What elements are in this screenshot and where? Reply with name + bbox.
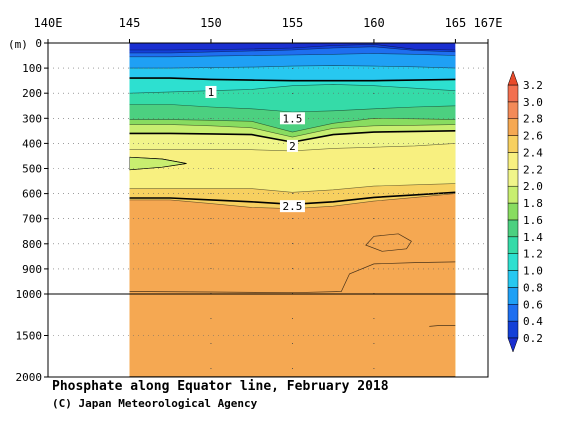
colorbar-label-0.8: 0.8 [523,281,543,294]
y-tick-label-600: 600 [22,188,42,201]
colorbar-band-1.6 [507,202,519,221]
colorbar-band-0.8 [507,270,519,288]
contour-line-2.4 [129,183,456,193]
y-tick-label-400: 400 [22,137,42,150]
y-axis-unit-label: (m) [8,38,28,51]
colorbar-band-0.4 [507,304,519,322]
contour-extra-2 [129,261,456,294]
y-tick-label-100: 100 [22,62,42,75]
colorbar-label-2.0: 2.0 [523,180,543,193]
x-tick-label-150: 150 [200,16,222,30]
colorbar-label-1.6: 1.6 [523,214,543,227]
contour-label-bg-0 [205,85,217,98]
colorbar-label-0.6: 0.6 [523,298,543,311]
y-tick-label-900: 900 [22,263,42,276]
colorbar-band-1.8 [507,185,519,204]
fill-band-2.6 [129,193,456,377]
y-tick-label-2000: 2000 [16,371,43,384]
y-axis-ticks: 0 100 200 300 400 500 600 700 800 900 1000 1500 2000 [16,37,48,384]
y-tick-label-0: 0 [35,37,42,50]
colorbar-label-2.4: 2.4 [523,146,543,159]
grid-dot-layer [48,43,488,377]
x-tick-label-160: 160 [363,16,385,30]
colorbar-band-2 [507,169,519,187]
x-tick-label-167: 167E [474,16,503,30]
contour-label-2: 2 [289,140,296,153]
fill-bulge-2.0 [129,156,187,171]
contour-label-2.5: 2.5 [283,200,303,213]
colorbar-label-3.0: 3.0 [523,96,543,109]
contour-line-0.6 [129,53,456,58]
phosphate-fill-layer [129,43,456,377]
credit-text: (C) Japan Meteorological Agency [52,397,258,410]
colorbar-band-2.8 [507,101,519,119]
contour-line-0.4 [129,46,456,54]
colorbar-band-1 [507,253,519,271]
colorbar-label-2.8: 2.8 [523,113,543,126]
colorbar-band-3 [507,84,519,103]
colorbar-band-0.6 [507,287,519,305]
contour-extra-3 [429,325,456,327]
y-tick-label-500: 500 [22,163,42,176]
axes-frame [47,42,489,378]
colorbar-label-2.6: 2.6 [523,130,543,143]
colorbar: 0.2 0.4 0.6 0.8 1.0 1.2 1.4 1.6 1.8 2.0 2.2 2.4 2.6 2… [507,70,543,353]
chart-title: Phosphate along Equator line, February 2… [52,379,389,394]
colorbar-under-arrow [507,337,519,353]
colorbar-band-1.4 [507,219,519,238]
colorbar-band-0.2 [507,320,519,339]
contour-label-1: 1 [208,86,215,99]
contour-line-1.6 [129,117,456,133]
contour-label-bg-1 [279,112,305,125]
colorbar-label-1.4: 1.4 [523,231,543,244]
x-tick-label-165: 165 [445,16,467,30]
colorbar-label-3.2: 3.2 [523,79,543,92]
contour-label-bg-3 [279,200,305,213]
contour-extra-1 [365,233,412,252]
contour-line-1.8 [129,124,456,138]
y-tick-label-200: 200 [22,87,42,100]
plot-frame [47,42,489,378]
x-axis-ticks: 140E 145 150 155 160 165 167E [34,16,503,43]
contour-line-layer [129,43,456,377]
y-tick-label-300: 300 [22,112,42,125]
colorbar-band-1.2 [507,236,519,254]
y-tick-label-1500: 1500 [16,330,43,343]
colorbar-label-1.0: 1.0 [523,265,543,278]
colorbar-band-2.6 [507,118,519,136]
colorbar-band-2.4 [507,135,519,153]
x-tick-label-145: 145 [119,16,141,30]
contour-label-1.5: 1.5 [283,112,303,125]
colorbar-label-1.2: 1.2 [523,248,543,261]
x-tick-label-140: 140E [34,16,63,30]
colorbar-label-1.8: 1.8 [523,197,543,210]
x-tick-label-155: 155 [282,16,304,30]
contour-line-0.2 [129,43,456,51]
y-tick-label-1000: 1000 [16,288,43,301]
colorbar-band-2.2 [507,152,519,170]
colorbar-label-0.2: 0.2 [523,332,543,345]
colorbar-over-arrow [507,70,519,86]
contour-label-bg-2 [286,139,298,152]
y-tick-label-800: 800 [22,238,42,251]
contour-line-1 [129,77,456,82]
contour-label-layer: 1 1.5 2 2.5 [205,85,305,213]
contour-line-1.2 [129,84,456,94]
y-tick-label-700: 700 [22,213,42,226]
contour-line-1.4 [129,104,456,113]
colorbar-label-2.2: 2.2 [523,163,543,176]
colorbar-label-0.4: 0.4 [523,315,543,328]
